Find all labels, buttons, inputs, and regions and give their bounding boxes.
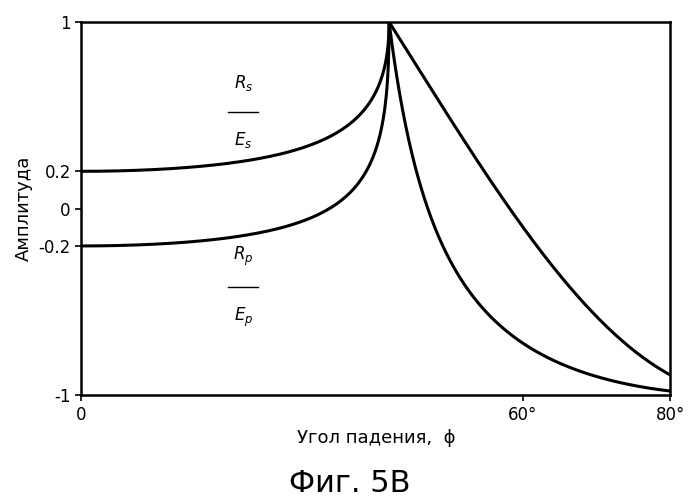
- X-axis label: Угол падения,  ϕ: Угол падения, ϕ: [297, 429, 455, 447]
- Text: $R_p$: $R_p$: [233, 245, 253, 268]
- Y-axis label: Амплитуда: Амплитуда: [15, 156, 33, 261]
- Text: $E_s$: $E_s$: [234, 130, 253, 150]
- Text: $R_s$: $R_s$: [234, 73, 253, 93]
- Text: $E_p$: $E_p$: [234, 306, 253, 329]
- Text: Фиг. 5В: Фиг. 5В: [289, 469, 411, 497]
